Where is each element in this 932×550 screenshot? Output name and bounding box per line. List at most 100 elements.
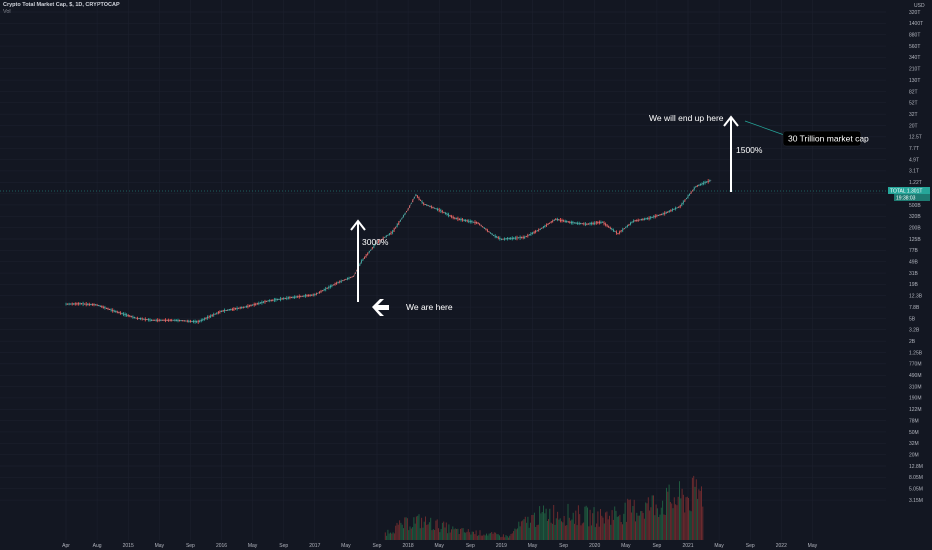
volume-bar — [658, 517, 660, 540]
volume-bar — [702, 506, 704, 540]
volume-bar — [668, 484, 670, 540]
x-tick-label: Sep — [186, 543, 195, 549]
volume-bar — [594, 527, 596, 540]
volume-bar — [448, 524, 450, 540]
volume-bar — [535, 527, 537, 540]
y-tick-label: 1.25B — [909, 350, 923, 356]
volume-bar — [415, 516, 417, 540]
volume-bar — [533, 512, 535, 540]
price-axis[interactable]: 320T 1400T 880T 560T 340T 210T 130T 82T 52T 32T 20… — [909, 10, 923, 504]
volume-bar — [673, 497, 675, 540]
volume-bar — [633, 499, 635, 540]
x-tick-label: 2022 — [776, 543, 787, 549]
volume-bar — [412, 527, 414, 540]
volume-bar — [417, 515, 419, 540]
volume-bar — [548, 519, 549, 540]
volume-bar — [425, 516, 426, 540]
volume-bar — [476, 535, 478, 540]
volume-bar — [642, 512, 644, 540]
volume-bar — [532, 514, 534, 540]
y-tick-label: 2B — [909, 339, 916, 345]
x-tick-label: 2018 — [403, 543, 414, 549]
volume-bar — [663, 514, 665, 540]
volume-bar — [456, 529, 458, 540]
x-tick-label: Apr — [62, 543, 70, 549]
volume-bar — [460, 528, 461, 540]
volume-bar — [689, 510, 691, 540]
volume-bar — [583, 522, 585, 540]
volume-bar — [680, 498, 682, 540]
y-tick-label: 210T — [909, 67, 920, 73]
volume-bar — [396, 522, 398, 540]
volume-bar — [469, 532, 471, 540]
volume-bar — [650, 507, 652, 540]
volume-bar — [669, 501, 671, 540]
volume-bar — [603, 523, 605, 540]
callout-box[interactable] — [782, 130, 862, 147]
volume-bar — [483, 534, 485, 540]
y-tick-label: 32T — [909, 112, 918, 118]
volume-bar — [451, 529, 452, 540]
time-axis[interactable]: Apr Aug 2015 May Sep 2016 May Sep 2017 May Sep 2018… — [62, 543, 818, 549]
x-tick-label: 2015 — [123, 543, 134, 549]
y-tick-label: 19B — [909, 282, 919, 288]
volume-bar — [403, 528, 404, 540]
volume-bar — [620, 522, 622, 540]
volume-bar — [651, 495, 653, 540]
volume-bar — [600, 509, 601, 540]
volume-bar — [399, 520, 401, 540]
volume-bar — [384, 532, 386, 540]
volume-bar — [686, 496, 688, 540]
volume-bar — [662, 500, 664, 540]
y-tick-label: 3.1T — [909, 169, 919, 175]
volume-bar — [474, 534, 476, 540]
volume-bar — [482, 535, 484, 540]
y-tick-label: 1.22T — [909, 180, 922, 186]
volume-bar — [530, 522, 531, 540]
volume-bar — [589, 509, 591, 540]
volume-bar — [615, 510, 617, 540]
volume-bar — [602, 517, 604, 540]
volume-bar — [522, 520, 524, 540]
volume-bar — [638, 515, 640, 540]
we-are-here-label: We are here — [406, 302, 453, 312]
volume-bar — [618, 516, 620, 540]
x-tick-label: May — [341, 543, 351, 549]
volume-bar — [643, 518, 645, 540]
y-tick-label: 200B — [909, 226, 921, 232]
volume-bar — [561, 521, 562, 540]
volume-bar — [471, 531, 473, 540]
volume-bar — [654, 515, 656, 540]
x-tick-label: 2021 — [682, 543, 693, 549]
x-tick-label: Sep — [279, 543, 288, 549]
volume-bar — [622, 524, 623, 540]
volume-bar — [413, 517, 415, 540]
volume-bar — [405, 517, 407, 540]
volume-bar — [609, 515, 610, 540]
y-tick-label: 50M — [909, 430, 919, 436]
volume-bar — [653, 495, 654, 540]
volume-bar — [539, 506, 541, 540]
y-tick-label: 3.2B — [909, 328, 920, 334]
y-tick-label: 880T — [909, 33, 920, 39]
volume-bar — [461, 528, 463, 540]
volume-bar — [519, 526, 521, 540]
volume-bar — [510, 534, 512, 540]
arrow-1500 — [723, 115, 739, 192]
volume-bar — [693, 475, 695, 540]
volume-bar — [592, 513, 594, 540]
symbol-title: Crypto Total Market Cap, $, 1D, CRYPTOCA… — [3, 2, 120, 8]
y-tick-label: 3.15M — [909, 498, 923, 504]
currency-label: USD — [914, 3, 925, 9]
y-tick-label: 77B — [909, 248, 919, 254]
volume-bar — [675, 504, 677, 540]
x-tick-label: 2020 — [589, 543, 600, 549]
volume-bar — [611, 510, 613, 540]
volume-bar — [647, 497, 649, 540]
y-tick-label: 130T — [909, 78, 920, 84]
volume-bar — [408, 530, 410, 540]
y-tick-label: 7.7T — [909, 146, 919, 152]
volume-bar — [593, 507, 595, 540]
volume-bar — [543, 505, 544, 540]
